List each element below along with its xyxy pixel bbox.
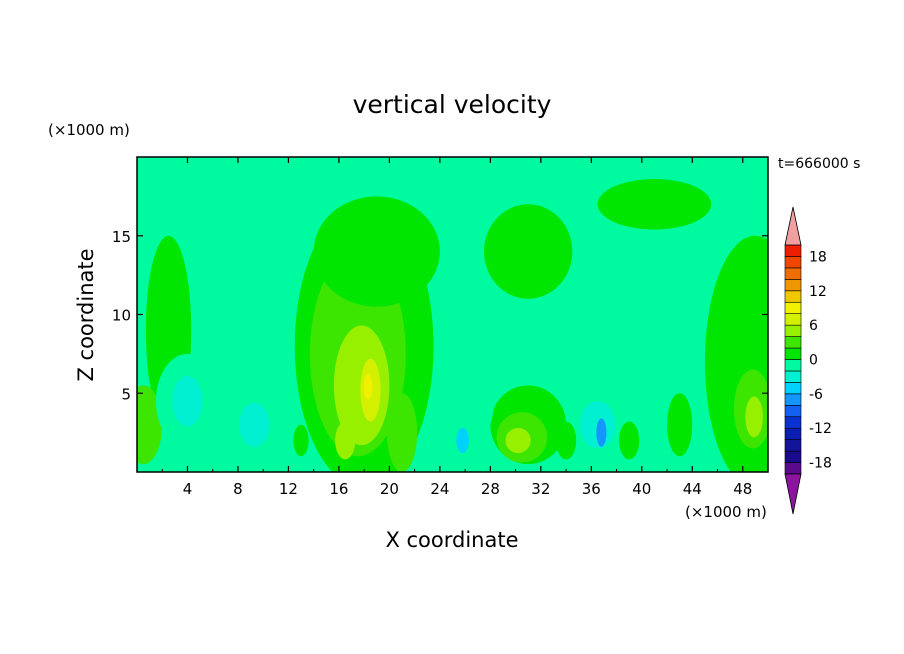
colorbar-swatch: [784, 290, 802, 303]
colorbar-swatch: [784, 370, 802, 383]
contour-region: [596, 418, 607, 447]
contour-region: [667, 393, 693, 457]
time-label: t=666000 s: [778, 156, 860, 172]
colorbar-swatch: [784, 462, 802, 475]
x-tick-label: 20: [380, 480, 399, 498]
contour-region: [484, 204, 573, 299]
colorbar-swatch: [784, 393, 802, 406]
colorbar-swatch: [784, 347, 802, 360]
colorbar-tick-label: -12: [809, 421, 832, 437]
y-tick-label: 15: [112, 228, 131, 246]
x-axis: 4 8 12 16 20 24 28 32 36 40 44 48: [161, 157, 752, 498]
contour-region: [386, 393, 418, 472]
x-tick-label: 24: [430, 480, 449, 498]
contour-region: [555, 421, 577, 460]
x-axis-label: X coordinate: [385, 528, 518, 552]
x-tick-label: 44: [683, 480, 702, 498]
colorbar-under-arrow: [784, 473, 802, 515]
contour-region: [433, 298, 497, 457]
colorbar-tick-label: -18: [809, 456, 832, 472]
contour-region: [293, 424, 309, 457]
colorbar-swatch: [784, 256, 802, 269]
colorbar-swatch: [784, 301, 802, 314]
x-tick-label: 8: [233, 480, 243, 498]
colorbar-tick-label: 6: [809, 318, 818, 334]
colorbar-swatch: [784, 244, 802, 257]
contour-region: [456, 427, 469, 454]
x-tick-label: 4: [183, 480, 193, 498]
contour-region: [745, 396, 763, 438]
colorbar-swatch: [784, 439, 802, 452]
colorbar: 18 12 6 0 -6 -12 -18: [784, 206, 832, 515]
colorbar-swatch: [784, 359, 802, 372]
colorbar-swatch: [784, 427, 802, 440]
x-tick-label: 16: [329, 480, 348, 498]
y-axis: 5 10 15: [112, 228, 768, 403]
contour-region: [654, 298, 680, 394]
contour-region: [239, 402, 270, 447]
colorbar-swatch: [784, 404, 802, 418]
y-unit-label: (×1000 m): [48, 121, 130, 139]
colorbar-swatch: [784, 336, 802, 349]
x-tick-label: 12: [279, 480, 298, 498]
contour-region: [619, 421, 640, 460]
contour-region: [335, 421, 356, 460]
colorbar-swatch: [784, 416, 802, 429]
colorbar-tick-label: 0: [809, 353, 818, 369]
y-axis-label: Z coordinate: [74, 248, 98, 381]
contour-region: [591, 287, 655, 326]
colorbar-swatch: [784, 279, 802, 292]
colorbar-over-arrow: [784, 206, 802, 246]
contour-region: [363, 374, 373, 400]
contour-region: [313, 196, 440, 307]
contour-region: [172, 375, 203, 427]
x-tick-label: 48: [733, 480, 752, 498]
x-tick-label: 28: [481, 480, 500, 498]
contour-region: [597, 179, 712, 230]
colorbar-swatch: [784, 450, 802, 463]
colorbar-tick-label: 18: [809, 249, 827, 265]
colorbar-tick-label: -6: [809, 387, 823, 403]
x-tick-label: 36: [582, 480, 601, 498]
x-unit-label: (×1000 m): [685, 503, 767, 521]
colorbar-swatch: [784, 267, 802, 280]
colorbar-swatch: [784, 382, 802, 395]
y-tick-label: 10: [112, 307, 131, 325]
colorbar-swatch: [784, 324, 802, 337]
contour-field: [137, 157, 768, 472]
colorbar-tick-label: 12: [809, 284, 827, 300]
colorbar-swatch: [784, 313, 802, 326]
x-tick-label: 32: [531, 480, 550, 498]
chart-title: vertical velocity: [353, 90, 552, 119]
contour-region: [137, 385, 163, 465]
y-tick-label: 5: [121, 385, 131, 403]
contour-region: [505, 427, 531, 454]
x-tick-label: 40: [632, 480, 651, 498]
